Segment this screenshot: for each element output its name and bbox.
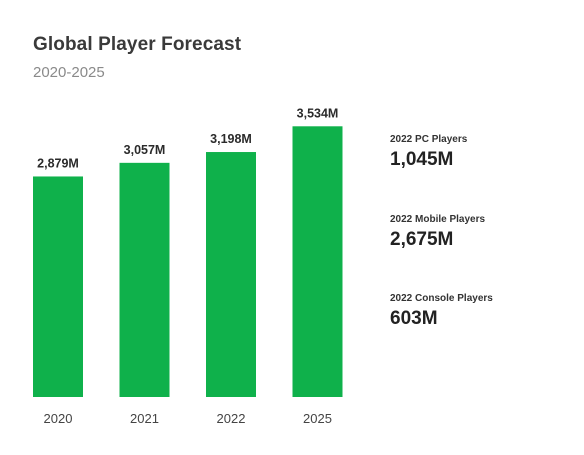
x-tick-label: 2020: [44, 411, 73, 426]
x-tick-label: 2022: [217, 411, 246, 426]
stat-pc-players: 2022 PC Players 1,045M: [390, 134, 467, 171]
bar-value-label: 2,879M: [37, 156, 79, 170]
stat-label: 2022 Mobile Players: [390, 214, 486, 225]
stat-console-players: 2022 Console Players 603M: [390, 293, 493, 330]
x-tick-label: 2025: [303, 411, 332, 426]
bar-value-label: 3,198M: [210, 132, 252, 146]
chart-subtitle: 2020-2025: [33, 64, 105, 81]
bar-2025: [292, 126, 343, 398]
bar-value-label: 3,057M: [124, 143, 166, 157]
bar-2021: [119, 162, 170, 397]
chart-title: Global Player Forecast: [33, 34, 242, 55]
stat-label: 2022 Console Players: [390, 293, 493, 304]
stat-value: 603M: [390, 308, 438, 329]
x-tick-label: 2021: [130, 411, 159, 426]
bar-value-label: 3,534M: [297, 106, 339, 120]
stat-mobile-players: 2022 Mobile Players 2,675M: [390, 214, 485, 251]
bar-2022: [206, 152, 256, 397]
stat-value: 2,675M: [390, 229, 454, 250]
bar-2020: [33, 176, 83, 397]
stat-value: 1,045M: [390, 149, 454, 170]
stat-label: 2022 PC Players: [390, 134, 468, 145]
